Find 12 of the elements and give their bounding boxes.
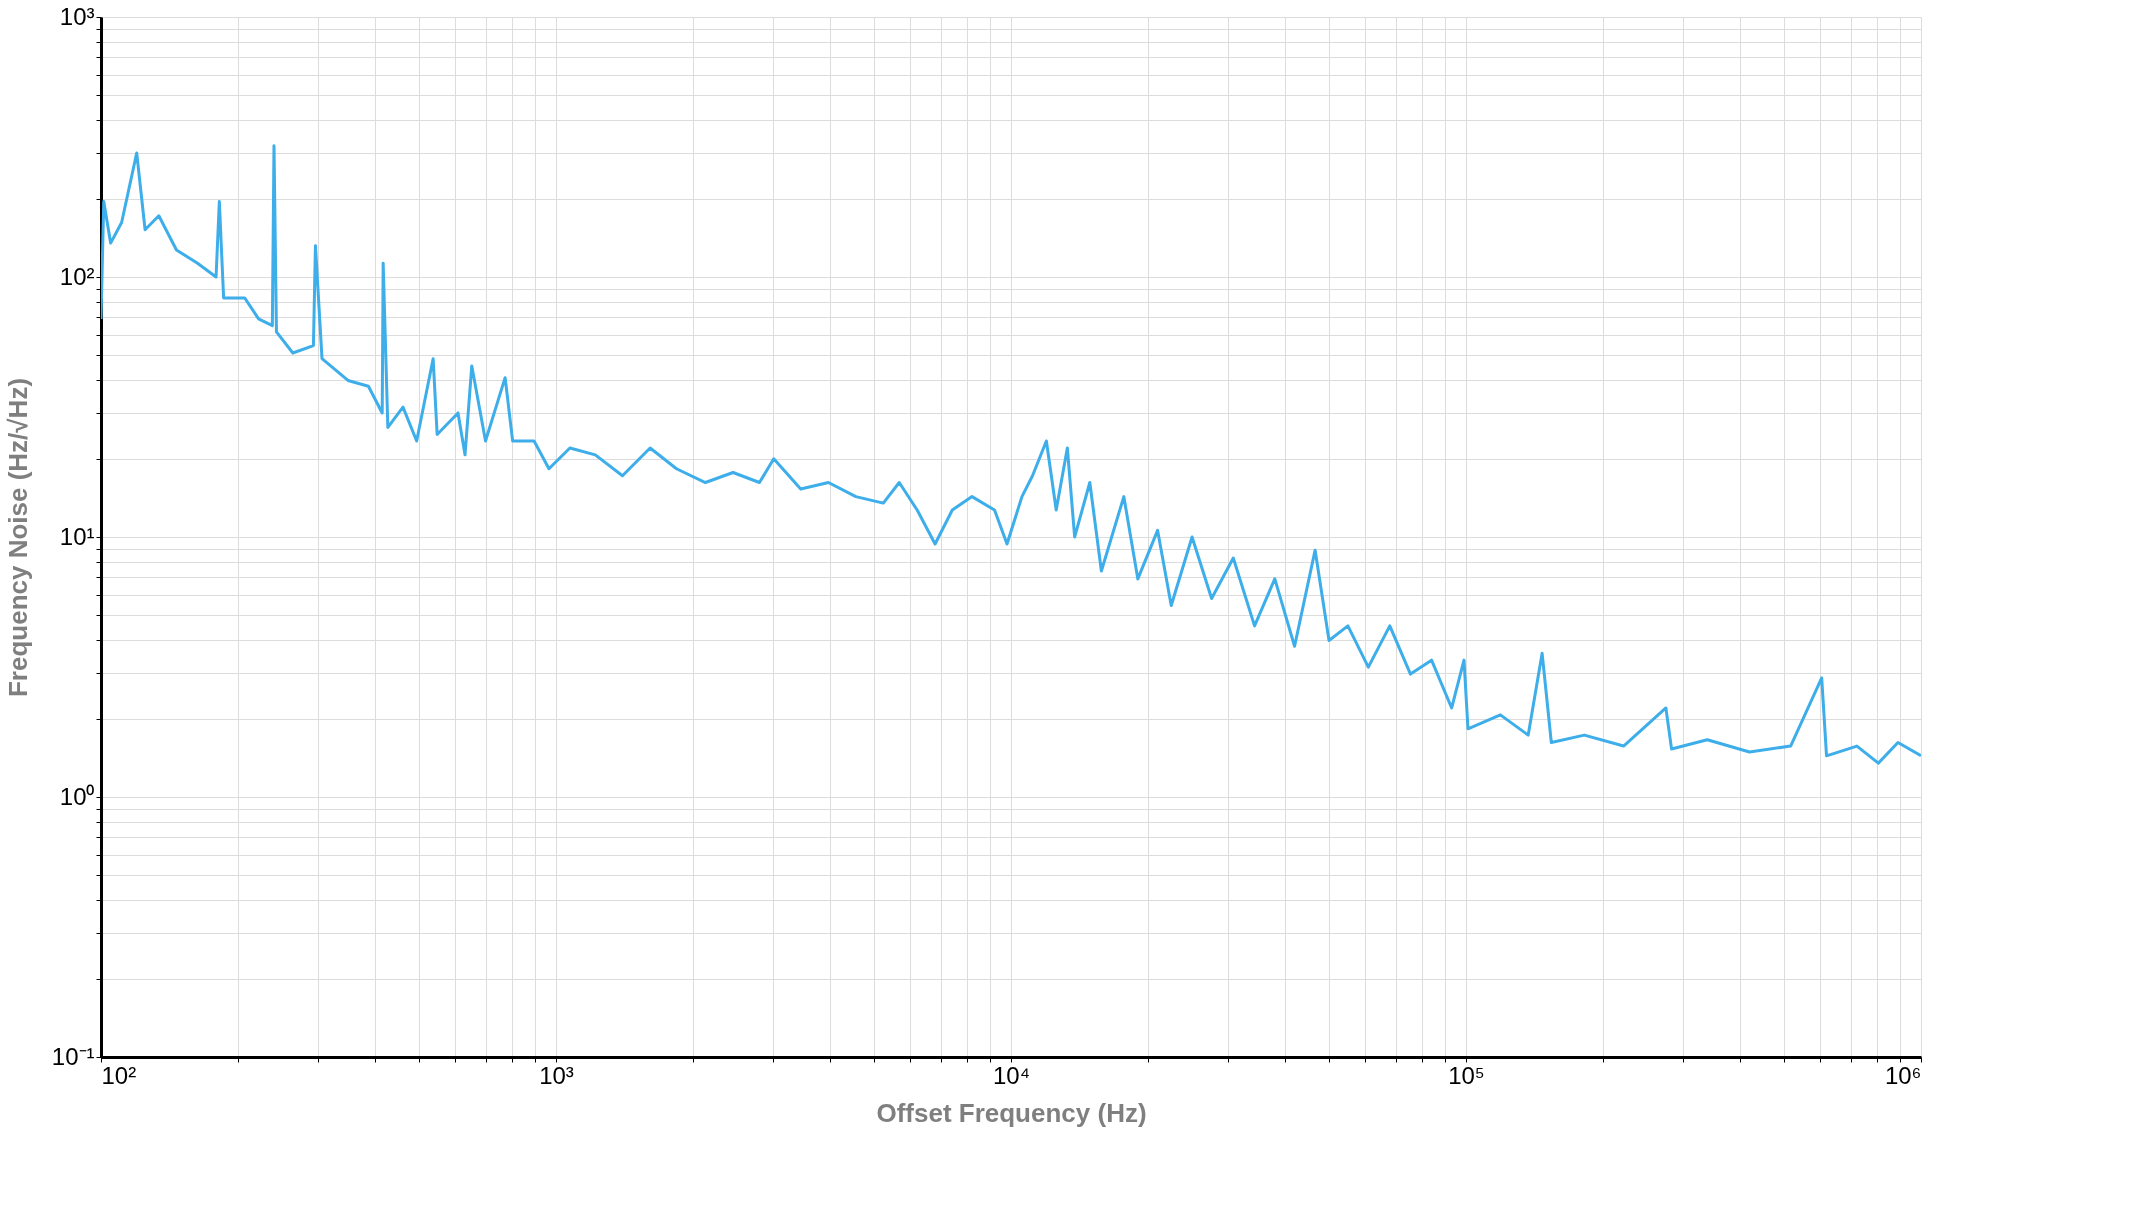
- y-tick-label: 10¹: [59, 522, 95, 550]
- x-tick-label: 10⁵: [1448, 1061, 1485, 1089]
- x-tick-label: 10²: [101, 1061, 137, 1089]
- x-tick-label: 10³: [539, 1061, 574, 1089]
- x-axis-title: Offset Frequency (Hz): [876, 1097, 1147, 1128]
- x-tick-label: 10⁶: [1884, 1061, 1922, 1089]
- y-tick-label: 10⁻¹: [51, 1042, 95, 1070]
- y-tick-label: 10³: [59, 2, 95, 30]
- x-tick-label: 10⁴: [992, 1061, 1031, 1089]
- y-axis-title: Frequency Noise (Hz/√Hz): [2, 377, 33, 698]
- y-tick-label: 10⁰: [59, 782, 95, 810]
- y-tick-label: 10²: [59, 262, 95, 290]
